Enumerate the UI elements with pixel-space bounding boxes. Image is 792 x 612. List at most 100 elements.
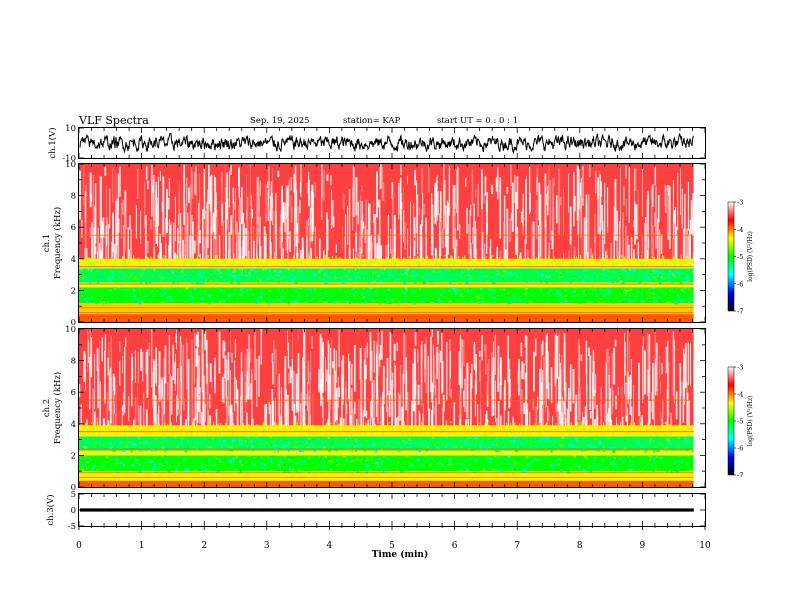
spectrogram-speckle <box>450 458 454 461</box>
spectrogram-speckle <box>227 459 231 461</box>
spectrogram-speckle <box>625 294 628 296</box>
spectrogram-fleck <box>366 260 368 267</box>
spectrogram-speckle <box>241 464 244 467</box>
spectrogram-striation <box>113 403 115 414</box>
spectrogram-striation <box>207 165 210 205</box>
spectrogram-speckle <box>670 289 674 291</box>
spectrogram-striation <box>438 230 440 259</box>
spectrogram-striation <box>207 410 209 426</box>
spectrogram-fleck <box>210 423 212 427</box>
spectrogram-fleck <box>636 260 638 265</box>
spectrogram-speckle <box>366 289 369 291</box>
spectrogram-striation <box>672 180 674 240</box>
spectrogram-striation <box>240 351 243 402</box>
spectrogram-speckle <box>525 302 529 304</box>
spectrogram-striation <box>274 348 276 388</box>
spectrogram-speckle <box>129 456 132 458</box>
spectrogram-striation <box>415 227 417 248</box>
spectrogram-speckle <box>278 460 282 464</box>
spectrogram-speckle <box>654 441 658 443</box>
spectrogram-speckle <box>250 439 254 442</box>
spectrogram-striation <box>559 392 562 420</box>
spectrogram-speckle <box>379 301 383 303</box>
spectrogram-striation <box>229 405 232 426</box>
spectrogram-striation <box>249 164 251 207</box>
spectrogram-speckle <box>218 470 221 472</box>
spectrogram-speckle <box>330 271 334 274</box>
spectrogram-speckle <box>529 440 532 442</box>
spectrogram-striation <box>595 170 597 194</box>
spectrogram-striation <box>605 420 607 426</box>
spectrogram-fleck <box>82 427 84 434</box>
spectrogram-fleck <box>158 259 160 264</box>
spectrogram-speckle <box>360 442 363 445</box>
spectrogram-striation <box>629 375 632 415</box>
spectrogram-speckle <box>454 287 458 290</box>
spectrogram-fleck <box>274 421 276 426</box>
spectrogram-speckle <box>534 277 537 280</box>
spectrogram-fleck <box>679 423 681 427</box>
spectrogram-speckle <box>510 273 514 276</box>
spectrogram-speckle <box>305 447 308 449</box>
spectrogram-speckle <box>621 461 624 463</box>
spectrogram-speckle <box>322 271 327 274</box>
spectrogram-speckle <box>589 471 593 473</box>
spectrogram-speckle <box>177 298 180 301</box>
spectrogram-fleck <box>640 426 642 430</box>
spectrogram-striation <box>265 233 267 259</box>
spectrogram-speckle <box>450 463 453 465</box>
spectrogram-fleck <box>373 426 375 432</box>
spectrogram-speckle <box>275 274 279 277</box>
spectrogram-speckle <box>651 269 655 272</box>
spectrogram-striation <box>323 169 325 201</box>
spectrogram-speckle <box>426 280 430 282</box>
spectrogram-fleck <box>392 255 394 262</box>
spectrogram-speckle <box>540 448 543 451</box>
spectrogram-speckle <box>552 442 554 444</box>
spectrogram-speckle <box>556 463 561 466</box>
spectrogram-speckle <box>437 302 441 304</box>
spectrogram-speckle <box>216 470 220 473</box>
spectrogram-striation <box>349 401 351 424</box>
spectrogram-fleck <box>196 259 198 266</box>
spectrogram-fleck <box>584 431 586 438</box>
spectrogram-striation <box>545 334 548 389</box>
spectrogram-speckle <box>323 437 327 439</box>
spectrogram-speckle <box>203 469 206 473</box>
spectrogram-speckle <box>487 300 490 304</box>
spectrogram-fleck <box>208 427 210 431</box>
spectrogram-speckle <box>95 302 99 305</box>
spectrogram-striation <box>586 357 588 392</box>
spectrogram-fleck <box>390 259 392 266</box>
spectrogram-speckle <box>565 436 569 439</box>
spectrogram-speckle <box>223 439 226 442</box>
spectrogram-striation <box>199 172 201 237</box>
spectrogram-speckle <box>422 291 425 294</box>
spectrogram-fleck <box>128 261 130 263</box>
spectrogram-striation <box>308 179 310 207</box>
spectrogram-speckle <box>89 269 93 273</box>
spectrogram-fleck <box>205 426 207 430</box>
spectrogram-speckle <box>440 463 445 465</box>
spectrogram-speckle <box>353 293 356 295</box>
spectrogram-speckle <box>499 469 503 473</box>
spectrogram-speckle <box>129 273 133 276</box>
spectrogram-striation <box>142 351 144 382</box>
spectrogram-speckle <box>640 300 644 303</box>
spectrogram-striation <box>299 182 301 194</box>
spectrogram-speckle <box>654 299 658 301</box>
spectrogram-speckle <box>180 441 183 443</box>
spectrogram-striation <box>657 233 659 259</box>
spectrogram-speckle <box>690 440 694 442</box>
spectrogram-speckle <box>204 439 208 441</box>
spectrogram-striation <box>185 204 187 222</box>
spectrogram-fleck <box>260 261 262 264</box>
spectrogram-striation <box>524 334 527 348</box>
spectrogram-speckle <box>233 278 236 281</box>
spectrogram-striation <box>459 393 462 419</box>
spectrogram-striation <box>124 346 126 413</box>
spectrogram-speckle <box>109 296 113 300</box>
spectrogram-speckle <box>622 277 626 280</box>
spectrogram-speckle <box>192 281 196 283</box>
